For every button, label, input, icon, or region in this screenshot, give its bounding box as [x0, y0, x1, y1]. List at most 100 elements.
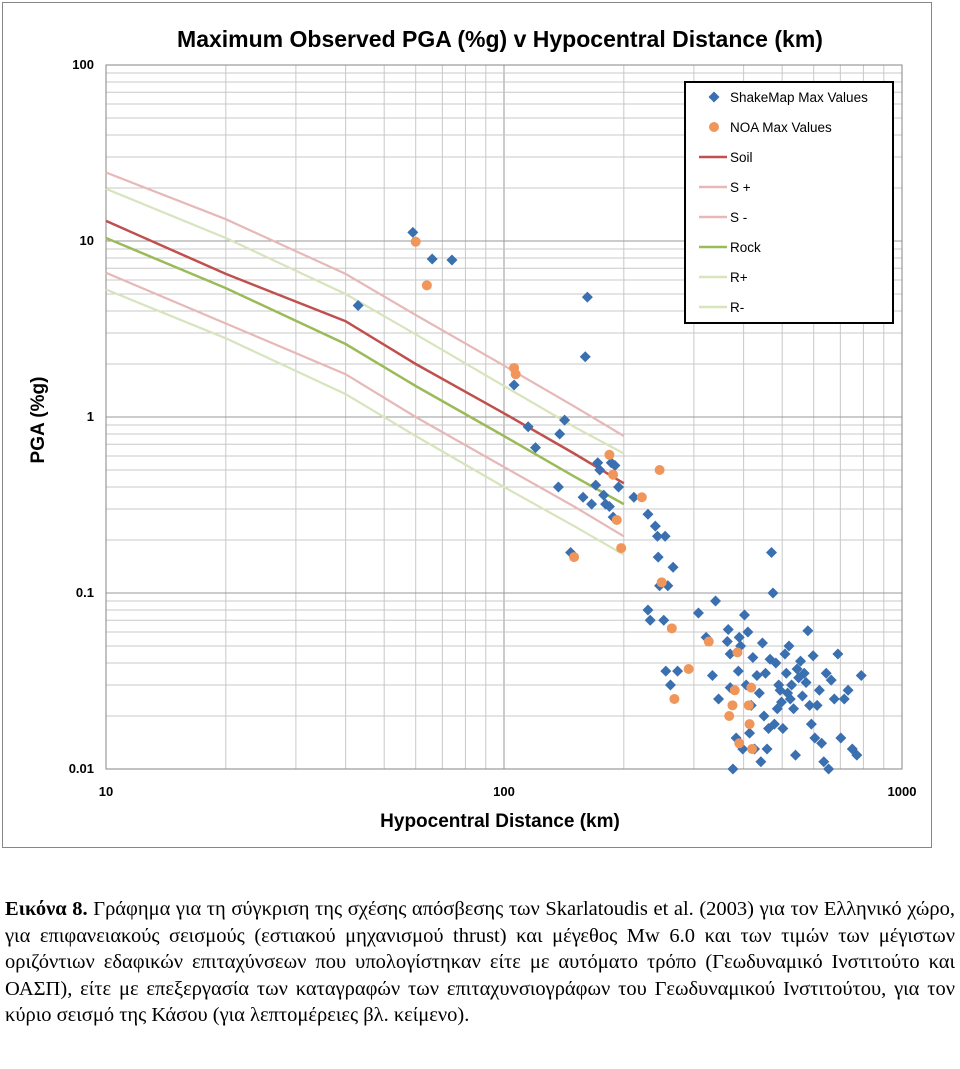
shakemap-point [747, 652, 759, 664]
shakemap-point [713, 693, 725, 705]
shakemap-point [813, 684, 825, 696]
noa-point [732, 647, 743, 658]
shakemap-point [727, 763, 739, 775]
curve-sminus [105, 271, 625, 538]
shakemap-point [798, 667, 810, 679]
y-tick-label: 10 [80, 233, 94, 248]
shakemap-point [807, 650, 819, 662]
shakemap-point [446, 254, 458, 266]
noa-point [611, 514, 622, 525]
curve-rplus [105, 187, 625, 455]
shakemap-point [732, 665, 744, 677]
curve-soil [105, 219, 625, 485]
shakemap-point [706, 669, 718, 681]
legend-label-splus: S + [730, 180, 751, 195]
shakemap-point [651, 530, 663, 542]
shakemap-point [659, 530, 671, 542]
shakemap-point [426, 253, 438, 265]
noa-point [510, 369, 521, 380]
noa-point [746, 682, 757, 693]
legend-marker-noamaxvalues [709, 122, 719, 132]
x-tick-label: 10 [99, 784, 113, 799]
noa-point [656, 577, 667, 588]
legend-label-shakemapmaxvalues: ShakeMap Max Values [730, 90, 868, 105]
y-tick-label: 1 [87, 409, 94, 424]
shakemap-point [609, 460, 621, 472]
shakemap-point [761, 743, 773, 755]
noa-point [410, 236, 421, 247]
shakemap-point [660, 665, 672, 677]
shakemap-point [788, 703, 800, 715]
shakemap-point [407, 226, 419, 238]
noa-point [703, 636, 714, 647]
curve-splus [105, 171, 625, 437]
shakemap-point [791, 663, 803, 675]
shakemap-point [733, 631, 745, 643]
noa-point [724, 711, 735, 722]
legend-label-sminus: S - [730, 210, 747, 225]
shakemap-point [789, 749, 801, 761]
data-points [352, 226, 867, 775]
chart-canvas: Maximum Observed PGA (%g) v Hypocentral … [2, 2, 932, 848]
shakemap-point [818, 756, 830, 768]
y-tick-label: 100 [72, 57, 94, 72]
shakemap-point [780, 667, 792, 679]
curve-rminus [105, 288, 625, 556]
noa-point [743, 700, 754, 711]
shakemap-point [770, 657, 782, 669]
x-axis-label: Hypocentral Distance (km) [380, 811, 620, 832]
legend-box [684, 81, 894, 324]
axis-ticks: 10 100 1000 0.01 0.1 1 10 100 [69, 57, 917, 799]
shakemap-point [784, 693, 796, 705]
noa-point [421, 280, 432, 291]
noa-point [744, 719, 755, 730]
shakemap-point [710, 595, 722, 607]
shakemap-point [800, 677, 812, 689]
shakemap-point [742, 626, 754, 638]
shakemap-point [594, 464, 606, 476]
shakemap-point [823, 763, 835, 775]
figure-caption: Εικόνα 8. Γράφημα για τη σύγκριση της σχ… [5, 896, 955, 1029]
shakemap-point [642, 508, 654, 520]
shakemap-point [804, 699, 816, 711]
plot-area [105, 64, 903, 770]
y-tick-label: 0.01 [69, 761, 94, 776]
shakemap-point [753, 687, 765, 699]
y-tick-label: 0.1 [76, 585, 94, 600]
curve-rock [105, 236, 625, 506]
noa-point [604, 449, 615, 460]
shakemap-point [777, 722, 789, 734]
shakemap-point [765, 546, 777, 558]
shakemap-point [758, 710, 770, 722]
shakemap-point [664, 679, 676, 691]
shakemap-point [552, 481, 564, 493]
x-tick-label: 1000 [888, 784, 917, 799]
shakemap-point [658, 614, 670, 626]
legend-label-rplus: R+ [730, 270, 748, 285]
shakemap-point [751, 669, 763, 681]
shakemap-point [590, 479, 602, 491]
shakemap-point [598, 489, 610, 501]
caption-label: Εικόνα 8. [5, 898, 88, 920]
shakemap-point [802, 625, 814, 637]
noa-point [666, 623, 677, 634]
shakemap-point [530, 442, 542, 454]
shakemap-point [738, 609, 750, 621]
shakemap-point [820, 667, 832, 679]
shakemap-point [577, 491, 589, 503]
shakemap-point [642, 604, 654, 616]
legend-label-soil: Soil [730, 150, 753, 165]
y-axis-label: PGA (%g) [28, 377, 49, 464]
shakemap-point [603, 501, 615, 513]
shakemap-point [779, 648, 791, 660]
noa-point [734, 738, 745, 749]
noa-point [747, 743, 758, 754]
chart-title: Maximum Observed PGA (%g) v Hypocentral … [177, 26, 823, 52]
shakemap-point [811, 699, 823, 711]
shakemap-point [554, 428, 566, 440]
shakemap-point [522, 421, 534, 433]
noa-point [636, 492, 647, 503]
shakemap-point [775, 696, 787, 708]
shakemap-point [816, 737, 828, 749]
shakemap-point [828, 693, 840, 705]
